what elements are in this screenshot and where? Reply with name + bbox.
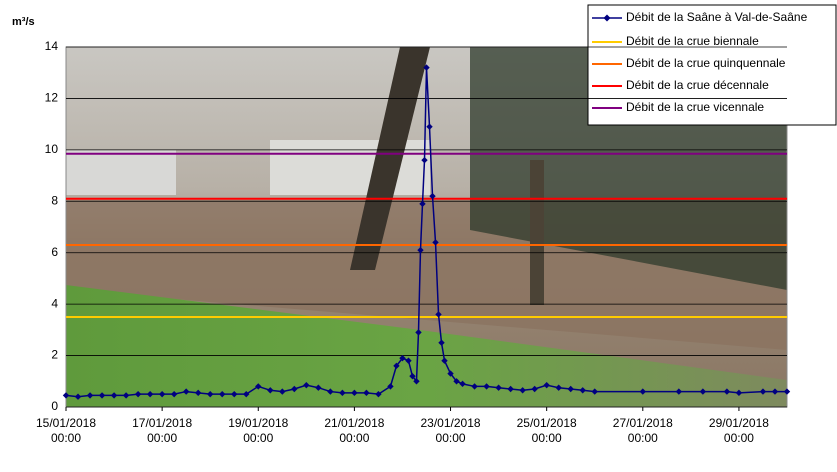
x-tick-label: 19/01/2018 00:00 — [225, 416, 291, 446]
page: m³/s 0 2 4 6 8 10 12 14 Débit de la Saâne à Val-… — [0, 0, 837, 472]
y-tick-label: 12 — [45, 91, 59, 105]
x-tick-label: 29/01/2018 00:00 — [706, 416, 772, 446]
y-tick-label: 2 — [51, 348, 58, 362]
x-tick-label: 17/01/2018 00:00 — [129, 416, 195, 446]
y-tick-label: 14 — [45, 39, 59, 53]
legend-label: Débit de la crue quinquennale — [626, 56, 786, 70]
y-tick-label: 4 — [51, 296, 58, 310]
legend-label: Débit de la crue vicennale — [626, 100, 764, 114]
legend-label: Débit de la crue biennale — [626, 34, 759, 48]
x-tick-label: 25/01/2018 00:00 — [514, 416, 580, 446]
y-tick-label: 10 — [45, 142, 59, 156]
y-axis-label: m³/s — [12, 16, 35, 28]
y-tick-label: 8 — [51, 193, 58, 207]
x-tick-label: 27/01/2018 00:00 — [610, 416, 676, 446]
x-tick-label: 21/01/2018 00:00 — [321, 416, 387, 446]
legend-label: Débit de la Saâne à Val-de-Saâne — [626, 10, 808, 24]
chart: m³/s 0 2 4 6 8 10 12 14 Débit de la Saâne à Val-… — [0, 0, 837, 472]
legend-label: Débit de la crue décennale — [626, 78, 769, 92]
x-tick-label: 23/01/2018 00:00 — [418, 416, 484, 446]
y-tick-label: 6 — [51, 245, 58, 259]
y-tick-label: 0 — [51, 399, 58, 413]
x-tick-label: 15/01/2018 00:00 — [33, 416, 99, 446]
